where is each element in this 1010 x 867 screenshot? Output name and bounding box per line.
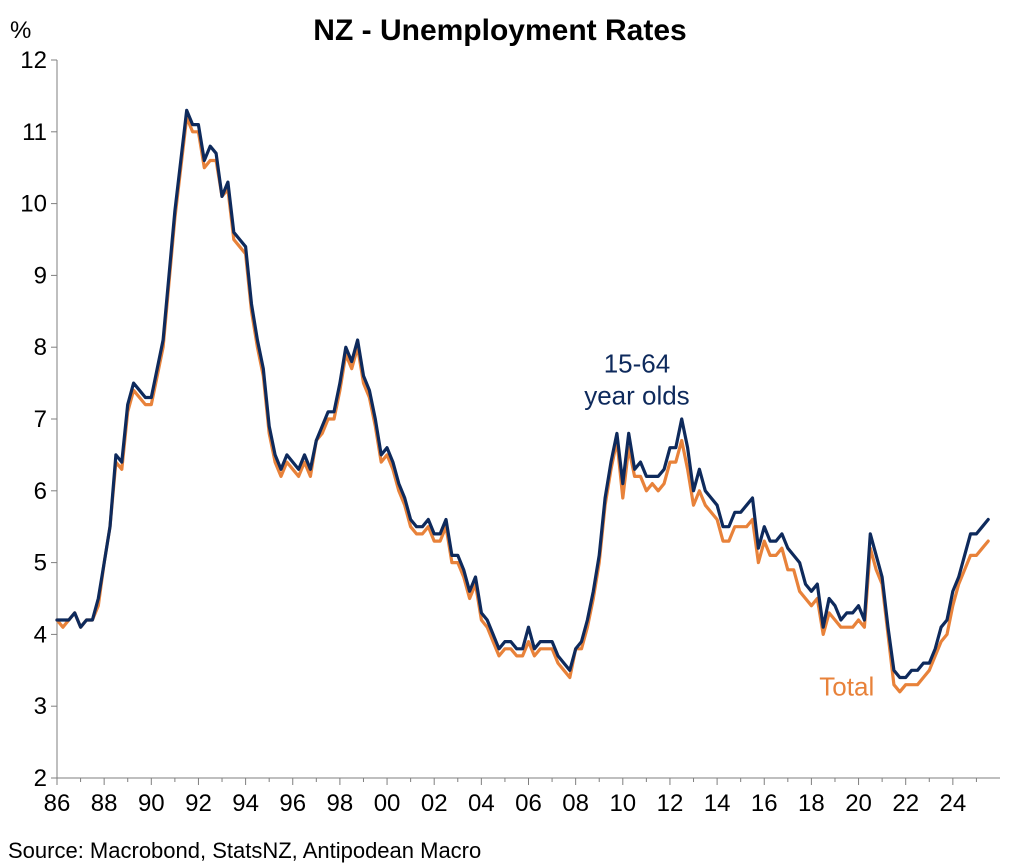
x-tick-label: 10 <box>609 790 636 817</box>
series-layer <box>55 108 990 694</box>
x-tick-label: 08 <box>562 790 589 817</box>
series-label-15-64-line-0: 15-64 <box>604 348 671 378</box>
x-tick-label: 90 <box>138 790 165 817</box>
x-tick-label: 16 <box>751 790 778 817</box>
y-tick-label: 3 <box>34 693 47 720</box>
x-tick-label: 12 <box>657 790 684 817</box>
x-tick-label: 92 <box>185 790 212 817</box>
y-tick-label: 6 <box>34 478 47 505</box>
y-tick-label: 4 <box>34 621 47 648</box>
series-label-total-line-0: Total <box>819 671 874 701</box>
y-tick-label: 8 <box>34 334 47 361</box>
x-tick-label: 94 <box>232 790 259 817</box>
series-line-15-64 <box>55 108 990 680</box>
y-tick-label: 5 <box>34 550 47 577</box>
series-label-15-64-line-1: year olds <box>584 380 690 410</box>
x-tick-label: 20 <box>845 790 872 817</box>
x-tick-label: 06 <box>515 790 542 817</box>
y-tick-label: 10 <box>20 191 47 218</box>
x-tick-label: 02 <box>421 790 448 817</box>
x-tick-label: 04 <box>468 790 495 817</box>
x-tick-label: 22 <box>892 790 919 817</box>
x-tick-label: 88 <box>91 790 118 817</box>
y-tick-label: 11 <box>22 119 47 146</box>
x-tick-label: 14 <box>704 790 731 817</box>
y-tick-label: 7 <box>34 406 47 433</box>
x-tick-label: 86 <box>44 790 71 817</box>
x-tick-label: 18 <box>798 790 825 817</box>
series-line-total <box>55 115 990 694</box>
x-tick-label: 24 <box>939 790 966 817</box>
source-note: Source: Macrobond, StatsNZ, Antipodean M… <box>8 838 481 863</box>
y-tick-label: 2 <box>34 765 47 792</box>
x-tick-label: 00 <box>374 790 401 817</box>
y-tick-label: 12 <box>20 47 47 74</box>
y-tick-label: 9 <box>34 262 47 289</box>
x-tick-label: 96 <box>279 790 306 817</box>
x-tick-label: 98 <box>327 790 354 817</box>
y-axis-unit: % <box>10 17 31 44</box>
axes: 2 3 4 5 6 7 8 9 10 11 12 86 88 90 92 94 96 98 00 02 04 06 08 10… <box>20 47 1000 817</box>
chart-title: NZ - Unemployment Rates <box>313 14 686 47</box>
